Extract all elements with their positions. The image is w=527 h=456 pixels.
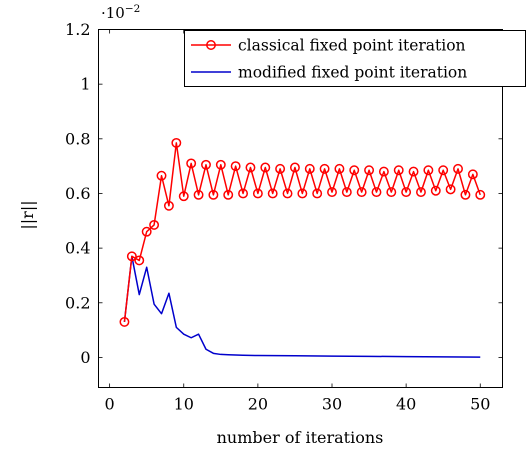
y-tick-label-1: 0.2 (65, 293, 90, 312)
classical-point-14 (223, 189, 234, 200)
classical-point-23 (289, 162, 300, 173)
y-scale-base: ·10 (101, 4, 125, 22)
classical-point-34 (371, 187, 382, 198)
legend-entry-classical: classical fixed point iteration (191, 37, 466, 55)
classical-point-18 (252, 188, 263, 199)
plot-frame (98, 29, 503, 388)
x-tick-label-3: 30 (322, 395, 342, 414)
x-tick-label-5: 50 (470, 395, 490, 414)
plot-layer (119, 137, 486, 358)
classical-point-38 (401, 187, 412, 198)
x-tick-label-4: 40 (396, 395, 416, 414)
x-tick-label-1: 10 (174, 395, 194, 414)
classical-point-43 (438, 165, 449, 176)
classical-point-5 (156, 170, 167, 181)
classical-point-8 (178, 191, 189, 202)
classical-point-26 (312, 188, 323, 199)
classical-point-11 (201, 159, 211, 170)
classical-point-35 (378, 166, 389, 177)
y-tick-label-4: 0.8 (65, 129, 90, 148)
classical-point-45 (453, 163, 463, 174)
classical-point-24 (297, 188, 308, 199)
classical-point-42 (430, 185, 441, 196)
y-scale-exponent: −2 (125, 3, 140, 15)
classical-point-22 (282, 188, 293, 199)
classical-point-17 (245, 162, 256, 173)
classical-point-0 (119, 316, 130, 327)
classical-point-1 (126, 251, 137, 262)
ticks-layer: 0 10 20 30 40 50 0 0.2 0.4 0.6 0.8 1 1.2 (65, 20, 503, 414)
classical-point-41 (423, 165, 434, 176)
classical-point-3 (141, 226, 152, 237)
classical-point-12 (208, 189, 219, 200)
classical-point-46 (460, 189, 471, 200)
classical-point-29 (334, 163, 345, 174)
classical-point-28 (327, 187, 337, 198)
legend-entry-modified: modified fixed point iteration (191, 64, 467, 82)
y-scale-factor: ·10−2 (101, 3, 140, 22)
legend-box (184, 30, 526, 87)
legend-label-classical: classical fixed point iteration (238, 37, 466, 55)
classical-point-40 (416, 187, 426, 198)
y-tick-label-3: 0.6 (65, 184, 90, 203)
classical-point-44 (445, 184, 456, 195)
legend: classical fixed point iteration modified… (184, 30, 526, 87)
x-tick-label-0: 0 (105, 395, 115, 414)
classical-point-30 (341, 187, 352, 198)
classical-point-36 (386, 187, 397, 198)
x-axis-label: number of iterations (217, 428, 384, 447)
classical-point-25 (304, 163, 315, 174)
classical-point-6 (163, 200, 174, 211)
classical-point-15 (230, 161, 241, 172)
classical-point-13 (215, 159, 226, 170)
classical-point-37 (393, 165, 404, 176)
classical-point-21 (275, 163, 286, 174)
classical-point-20 (267, 188, 278, 199)
series-line-classical (123, 142, 481, 322)
classical-point-4 (149, 219, 160, 230)
classical-point-32 (356, 187, 367, 198)
y-axis-label: ||r|| (18, 200, 37, 229)
y-tick-label-5: 1 (80, 75, 90, 94)
legend-label-modified: modified fixed point iteration (238, 64, 467, 82)
classical-point-16 (238, 188, 249, 199)
x-tick-label-2: 20 (248, 395, 268, 414)
classical-point-27 (319, 163, 330, 174)
classical-point-7 (171, 137, 182, 148)
classical-point-39 (408, 166, 419, 177)
classical-point-19 (260, 162, 271, 173)
classical-point-9 (186, 158, 197, 169)
classical-point-47 (467, 169, 478, 180)
classical-point-48 (475, 189, 486, 200)
classical-point-2 (134, 255, 145, 266)
classical-point-10 (193, 189, 204, 200)
y-tick-label-0: 0 (80, 348, 90, 367)
y-tick-label-6: 1.2 (65, 20, 90, 39)
legend-marker-classical (206, 40, 216, 50)
classical-point-31 (349, 165, 360, 176)
y-tick-label-2: 0.4 (65, 239, 90, 258)
classical-point-33 (364, 165, 375, 176)
series-line-modified (123, 255, 481, 358)
